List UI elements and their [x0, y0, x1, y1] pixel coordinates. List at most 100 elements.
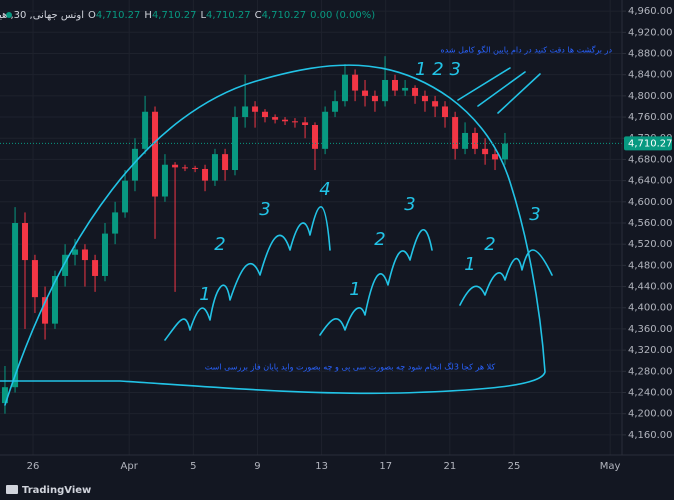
- candle-body: [81, 249, 88, 261]
- candle-body: [42, 297, 49, 324]
- legend-value: 4,710.27: [206, 10, 251, 21]
- candle-body: [341, 74, 348, 102]
- x-tick-label: 17: [379, 461, 392, 472]
- candle-body: [131, 148, 138, 181]
- annotation: در برگشت ها دقت کنید در دام پایین الگو ک…: [441, 45, 613, 55]
- candle-body: [112, 212, 119, 234]
- wave-label: 2: [374, 229, 385, 250]
- candle-body: [242, 106, 249, 118]
- candle-body: [161, 164, 168, 197]
- logo: [6, 485, 18, 494]
- y-tick-label: 4,240.00: [628, 387, 673, 398]
- legend-key: O: [88, 10, 96, 21]
- candle-body: [501, 143, 508, 160]
- branding: TradingView: [6, 485, 91, 496]
- y-tick-label: 4,400.00: [628, 303, 673, 314]
- y-tick-label: 4,360.00: [628, 324, 673, 335]
- candle-body: [332, 101, 339, 112]
- trend-line: [497, 73, 541, 114]
- status-dot: [6, 12, 12, 18]
- legend-key: H: [144, 10, 152, 21]
- candle-body: [442, 106, 449, 118]
- wave-label: 1: [349, 279, 360, 300]
- candle-body: [102, 233, 109, 276]
- y-tick-label: 4,800.00: [628, 91, 673, 102]
- y-tick-label: 4,160.00: [628, 430, 673, 441]
- drawings: [0, 64, 553, 406]
- candle-body: [22, 222, 29, 261]
- candle-body: [181, 167, 188, 169]
- x-tick-label: 26: [27, 461, 40, 472]
- candle-body: [402, 87, 409, 91]
- trend-line: [477, 71, 526, 107]
- y-tick-label: 4,600.00: [628, 197, 673, 208]
- candle-body: [452, 117, 459, 149]
- y-tick-label: 4,920.00: [628, 27, 673, 38]
- candle-body: [312, 125, 319, 149]
- x-tick-label: 5: [190, 461, 196, 472]
- legend-value: 4,710.27: [152, 10, 197, 21]
- candle-body: [12, 222, 19, 388]
- candle-body: [122, 180, 129, 213]
- candle-body: [252, 106, 259, 112]
- legend-key: L: [200, 10, 206, 21]
- candle-body: [412, 87, 419, 96]
- y-tick-label: 4,480.00: [628, 260, 673, 271]
- legend-change: 0.00 (0.00%): [310, 10, 375, 21]
- candle-body: [392, 79, 399, 91]
- trend-line: [457, 67, 511, 101]
- candle-body: [302, 122, 309, 126]
- candle-body: [31, 260, 38, 298]
- x-tick-label: 21: [443, 461, 456, 472]
- candle-body: [382, 79, 389, 102]
- y-tick-label: 4,960.00: [628, 6, 673, 17]
- candle-body: [432, 101, 439, 107]
- labels: 4,160.00 4,200.00 4,240.00 4,280.00 4,320.00…: [0, 6, 673, 472]
- candle-body: [371, 95, 378, 102]
- candle-body: [211, 154, 218, 181]
- candle-body: [232, 117, 239, 171]
- candle-body: [1, 387, 8, 404]
- candle-body: [192, 167, 199, 169]
- y-tick-label: 4,280.00: [628, 366, 673, 377]
- candle-body: [261, 111, 268, 118]
- wave-label: 2: [484, 234, 495, 255]
- candle-body: [272, 117, 279, 120]
- wave-label: 4: [319, 179, 330, 200]
- candle-body: [142, 111, 149, 149]
- candle-body: [202, 168, 209, 181]
- wave-drawing: [459, 249, 553, 306]
- legend-value: 4,710.27: [262, 10, 307, 21]
- brand-text: TradingView: [22, 485, 91, 496]
- y-tick-label: 4,560.00: [628, 218, 673, 229]
- wave-label: 1: [464, 254, 475, 275]
- legend-value: 4,710.27: [96, 10, 141, 21]
- wave-label: 1: [199, 284, 210, 305]
- legend: اونس جهانی, 30, هیوا گلد O4,710.27H4,710…: [0, 9, 375, 21]
- y-tick-label: 4,520.00: [628, 239, 673, 250]
- last-price-label: 4,710.27: [628, 138, 673, 149]
- x-tick-label: 25: [508, 461, 521, 472]
- legend-key: C: [255, 10, 262, 21]
- last-price-box: [624, 136, 672, 151]
- candle-body: [462, 132, 469, 149]
- candle-body: [492, 154, 499, 160]
- candle-body: [152, 111, 159, 197]
- y-tick-label: 4,880.00: [628, 48, 673, 59]
- candle-body: [62, 254, 69, 276]
- wave-label: 3: [404, 194, 415, 215]
- x-tick-label: May: [600, 461, 621, 472]
- candle-body: [72, 249, 79, 255]
- wave-drawing: [319, 228, 433, 336]
- candle-body: [92, 260, 99, 276]
- candle-body: [421, 95, 428, 102]
- candle-body: [471, 132, 478, 149]
- y-tick-label: 4,320.00: [628, 345, 673, 356]
- y-tick-label: 4,760.00: [628, 112, 673, 123]
- y-tick-label: 4,840.00: [628, 70, 673, 81]
- wave-label: 3: [529, 204, 540, 225]
- wave-label: 1 2 3: [415, 59, 461, 80]
